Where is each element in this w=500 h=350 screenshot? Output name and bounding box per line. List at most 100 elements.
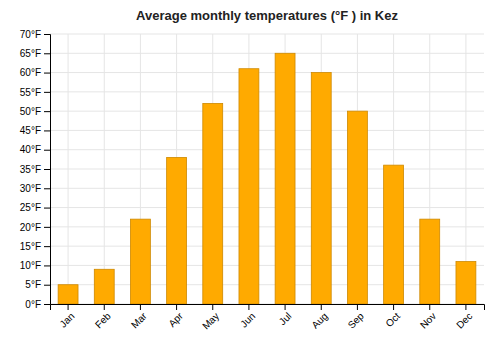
y-tick: 50°F bbox=[20, 106, 50, 117]
y-tick: 55°F bbox=[20, 87, 50, 98]
bar bbox=[203, 103, 223, 304]
y-tick-mark bbox=[44, 130, 50, 131]
grid-line bbox=[50, 207, 484, 208]
bar bbox=[275, 53, 295, 304]
x-tick: Jun bbox=[238, 304, 257, 330]
x-tick-label: Sep bbox=[346, 310, 367, 331]
y-tick-label: 55°F bbox=[20, 87, 41, 98]
y-tick-mark bbox=[44, 34, 50, 35]
y-tick-mark bbox=[44, 53, 50, 54]
grid bbox=[50, 34, 484, 304]
x-tick-label: May bbox=[200, 310, 221, 331]
x-tick-mark bbox=[248, 304, 249, 310]
y-tick-label: 15°F bbox=[20, 241, 41, 252]
y-tick-label: 10°F bbox=[20, 260, 41, 271]
y-tick: 45°F bbox=[20, 125, 50, 136]
chart-svg: Average monthly temperatures (°F ) in Ke… bbox=[0, 0, 500, 350]
x-tick: Apr bbox=[166, 304, 185, 329]
x-tick: Nov bbox=[418, 304, 438, 331]
grid-line bbox=[50, 188, 484, 189]
y-tick-label: 40°F bbox=[20, 144, 41, 155]
y-tick: 15°F bbox=[20, 241, 50, 252]
y-tick-mark bbox=[44, 73, 50, 74]
grid-line bbox=[50, 169, 484, 170]
y-tick-label: 25°F bbox=[20, 202, 41, 213]
y-tick: 70°F bbox=[20, 29, 50, 40]
y-tick-mark bbox=[44, 208, 50, 209]
grid-line bbox=[50, 91, 484, 92]
x-tick-label: Mar bbox=[129, 310, 149, 330]
bar bbox=[130, 219, 150, 304]
x-tick-label: Oct bbox=[383, 310, 402, 329]
x-tick: Feb bbox=[93, 304, 113, 330]
x-tick-mark bbox=[68, 304, 69, 310]
bar bbox=[420, 219, 440, 304]
y-tick-mark bbox=[44, 227, 50, 228]
x-tick: Mar bbox=[129, 304, 149, 330]
x-axis-line bbox=[51, 305, 485, 311]
y-tick-label: 30°F bbox=[20, 183, 41, 194]
y-tick: 65°F bbox=[20, 48, 50, 59]
grid-line bbox=[50, 246, 484, 247]
y-tick-label: 5°F bbox=[25, 279, 41, 290]
x-tick-label: Nov bbox=[418, 310, 438, 330]
x-tick-mark bbox=[212, 304, 213, 310]
x-axis: Jan Feb Mar Apr May Jun Jul Aug Sep Oct Nov Dec bbox=[51, 304, 485, 332]
x-tick-mark bbox=[429, 304, 430, 310]
y-tick-label: 70°F bbox=[20, 29, 41, 40]
y-tick-label: 20°F bbox=[20, 222, 41, 233]
grid-line bbox=[50, 72, 484, 73]
chart-container: Average monthly temperatures (°F ) in Ke… bbox=[0, 0, 500, 350]
plot-area bbox=[58, 53, 476, 304]
x-tick-mark bbox=[357, 304, 358, 310]
x-tick-mark bbox=[176, 304, 177, 310]
bar bbox=[58, 285, 78, 304]
x-tick-label: Dec bbox=[454, 310, 474, 330]
bar bbox=[239, 69, 259, 304]
y-axis: 0°F5°F10°F15°F20°F25°F30°F35°F40°F45°F50… bbox=[20, 29, 51, 310]
x-tick-mark bbox=[285, 304, 286, 310]
y-tick-label: 0°F bbox=[25, 299, 41, 310]
x-tick: Sep bbox=[346, 304, 367, 331]
chart-title: Average monthly temperatures (°F ) in Ke… bbox=[136, 8, 398, 23]
x-tick: Jan bbox=[57, 304, 76, 330]
x-tick-label: Aug bbox=[309, 310, 329, 330]
grid-line bbox=[104, 34, 105, 304]
y-tick: 0°F bbox=[25, 299, 50, 310]
y-tick: 25°F bbox=[20, 202, 50, 213]
x-tick-label: Feb bbox=[93, 310, 113, 330]
grid-line bbox=[50, 265, 484, 266]
x-tick-label: Apr bbox=[166, 310, 185, 329]
y-tick-mark bbox=[44, 285, 50, 286]
y-tick-mark bbox=[44, 111, 50, 112]
y-tick-label: 45°F bbox=[20, 125, 41, 136]
y-tick-mark bbox=[44, 265, 50, 266]
bar bbox=[347, 111, 367, 304]
y-tick: 20°F bbox=[20, 222, 50, 233]
bar bbox=[167, 157, 187, 304]
grid-line bbox=[50, 34, 484, 35]
x-tick-mark bbox=[140, 304, 141, 310]
y-tick-label: 65°F bbox=[20, 48, 41, 59]
y-tick-label: 50°F bbox=[20, 106, 41, 117]
y-tick-label: 60°F bbox=[20, 67, 41, 78]
x-tick-mark bbox=[321, 304, 322, 310]
y-tick-mark bbox=[44, 188, 50, 189]
x-tick-mark bbox=[393, 304, 394, 310]
bar bbox=[384, 165, 404, 304]
x-tick-label: Jun bbox=[238, 310, 257, 329]
grid-line bbox=[68, 34, 69, 304]
x-tick-mark bbox=[465, 304, 466, 310]
grid-line bbox=[50, 149, 484, 150]
x-tick-label: Jul bbox=[277, 310, 294, 327]
x-tick: Aug bbox=[309, 304, 329, 331]
y-tick-mark bbox=[44, 150, 50, 151]
x-tick: May bbox=[200, 304, 221, 332]
bar bbox=[456, 262, 476, 304]
grid-line bbox=[50, 130, 484, 131]
y-tick: 10°F bbox=[20, 260, 50, 271]
y-tick: 30°F bbox=[20, 183, 50, 194]
y-tick: 40°F bbox=[20, 144, 50, 155]
grid-line bbox=[50, 111, 484, 112]
y-axis-line bbox=[44, 35, 51, 305]
